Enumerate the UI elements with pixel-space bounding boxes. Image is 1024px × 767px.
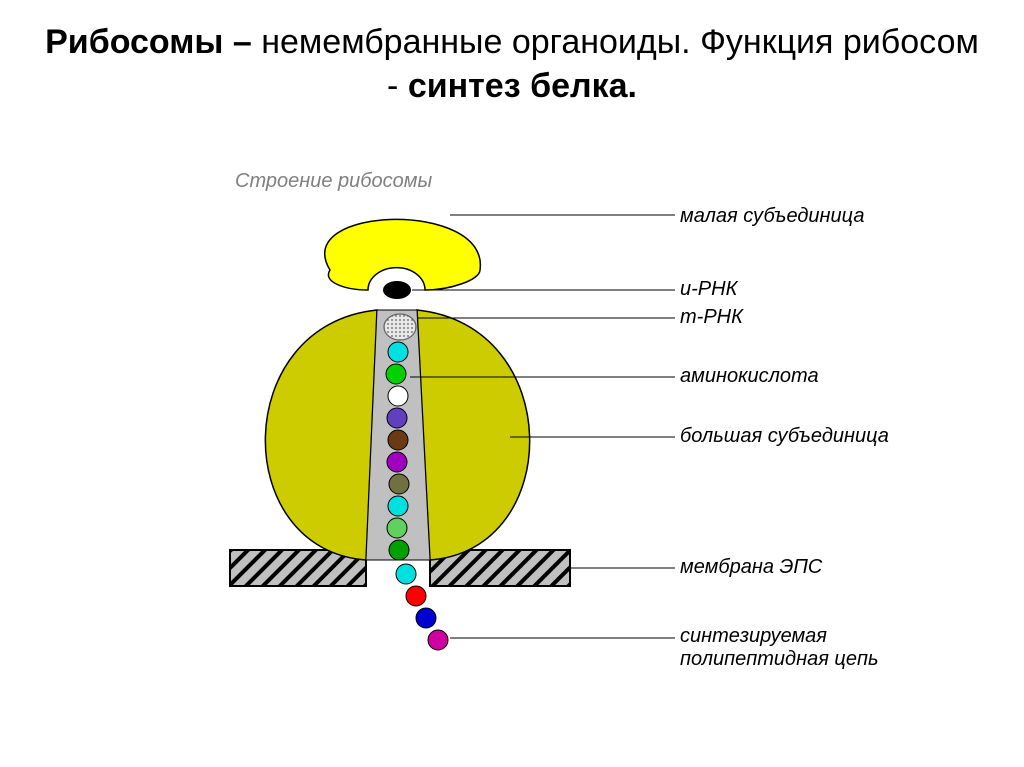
title-bold-1: Рибосомы –	[45, 23, 261, 61]
label-trna: т-РНК	[680, 306, 743, 329]
label-large: большая субъединица	[680, 425, 889, 448]
label-small: малая субъединица	[680, 205, 864, 228]
title-bold-2: синтез белка.	[408, 67, 637, 105]
slide-title: Рибосомы – немембранные органоиды. Функц…	[0, 0, 1024, 118]
label-memb: мембрана ЭПС	[680, 556, 822, 579]
label-aa: аминокислота	[680, 365, 819, 388]
label-mrna: и-РНК	[680, 278, 737, 301]
label-chain2: полипептидная цепь	[680, 648, 879, 671]
ribosome-diagram: малая субъединица и-РНК т-РНК аминокислота б…	[150, 170, 890, 750]
label-chain1: синтезируемая	[680, 625, 827, 648]
